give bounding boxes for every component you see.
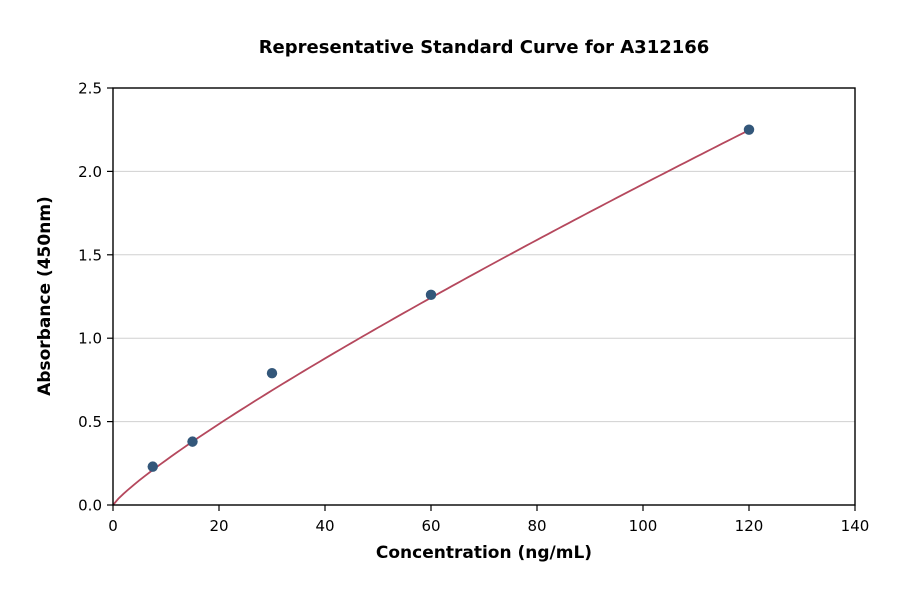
y-tick-label: 1.5 [78, 246, 102, 264]
x-tick-label: 20 [209, 517, 228, 535]
x-tick-label: 100 [629, 517, 658, 535]
data-point [266, 368, 278, 379]
data-points-layer [147, 124, 755, 472]
x-tick-label: 80 [527, 517, 546, 535]
ticks-layer: 0 20 40 60 80 100 120 140 0.0 0.5 1.0 1.5 2.0 2.5 [78, 80, 869, 536]
y-tick-label: 0.0 [78, 497, 102, 515]
x-tick-label: 140 [841, 517, 870, 535]
x-tick-label: 0 [108, 517, 118, 535]
x-tick-label: 40 [315, 517, 334, 535]
data-point [147, 461, 158, 472]
y-tick-label: 1.0 [78, 330, 102, 348]
chart-title: Representative Standard Curve for A31216… [259, 37, 710, 58]
x-axis-label: Concentration (ng/mL) [376, 543, 592, 563]
y-tick-label: 2.0 [78, 163, 102, 181]
data-point [425, 289, 437, 301]
y-tick-label: 2.5 [78, 80, 102, 98]
data-point [187, 436, 198, 447]
x-tick-label: 60 [421, 517, 440, 535]
plot-border [112, 87, 856, 506]
x-tick-label: 120 [735, 517, 764, 535]
gridlines [113, 87, 855, 423]
plot-background [113, 88, 855, 505]
data-point [743, 124, 755, 135]
y-tick-label: 0.5 [78, 413, 102, 431]
y-axis-label: Absorbance (450nm) [35, 196, 55, 396]
